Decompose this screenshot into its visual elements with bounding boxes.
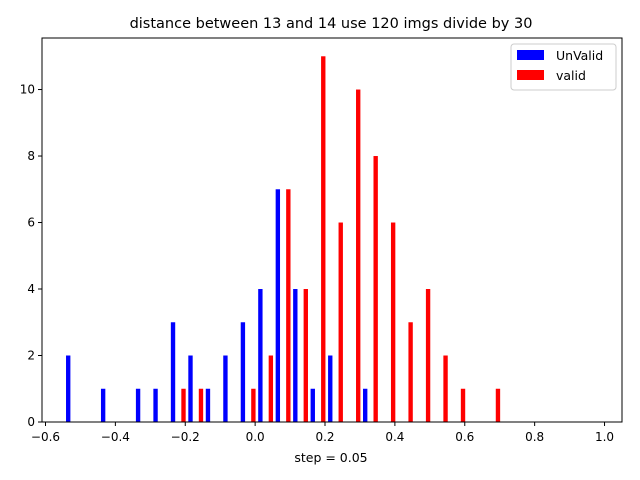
y-tick-label: 2: [27, 349, 35, 363]
legend: UnValid valid: [510, 43, 617, 91]
legend-swatch-valid: [517, 70, 544, 80]
x-tick-label: 0.4: [385, 430, 404, 444]
bar-valid-8: [356, 89, 361, 422]
bar-unvalid-0: [66, 355, 71, 422]
x-tick-label: 0.8: [525, 430, 544, 444]
bar-unvalid-11: [293, 289, 298, 422]
bar-unvalid-13: [328, 355, 333, 422]
axes-group: [41, 37, 623, 423]
x-tick-label: −0.4: [101, 430, 130, 444]
y-tick-label: 4: [27, 282, 35, 296]
bar-unvalid-8: [240, 322, 246, 422]
bar-valid-12: [425, 289, 431, 422]
chart-title: distance between 13 and 14 use 120 imgs …: [130, 16, 533, 32]
legend-swatch-unvalid: [517, 50, 544, 60]
bars-group: [66, 56, 501, 423]
x-tick-label: −0.6: [31, 430, 60, 444]
bar-unvalid-12: [310, 388, 315, 422]
legend-label-valid: valid: [556, 68, 586, 83]
bar-valid-6: [321, 56, 326, 423]
bar-unvalid-1: [100, 388, 106, 422]
x-tick-label: 1.0: [595, 430, 614, 444]
bar-valid-7: [338, 222, 343, 422]
bar-valid-13: [443, 355, 448, 422]
bar-valid-11: [408, 322, 413, 422]
bar-unvalid-14: [363, 388, 368, 422]
bar-valid-1: [198, 388, 204, 422]
bar-valid-10: [390, 222, 396, 422]
y-tick-label: 8: [27, 149, 35, 163]
bar-unvalid-6: [205, 388, 211, 422]
x-tick-label: 0.2: [315, 430, 334, 444]
bar-unvalid-4: [170, 322, 176, 422]
bar-valid-3: [268, 355, 274, 422]
x-tick-label: 0.0: [246, 430, 265, 444]
bar-valid-15: [495, 388, 501, 422]
x-tick-label: −0.2: [171, 430, 200, 444]
bar-unvalid-2: [135, 388, 141, 422]
y-tick-label: 10: [20, 83, 35, 97]
bar-valid-0: [181, 388, 186, 422]
bar-valid-9: [373, 156, 378, 422]
bar-unvalid-9: [258, 289, 263, 422]
bar-unvalid-3: [153, 388, 158, 422]
bar-valid-14: [460, 388, 466, 422]
bar-unvalid-7: [223, 355, 228, 422]
legend-label-unvalid: UnValid: [556, 48, 603, 63]
bar-unvalid-5: [188, 355, 193, 422]
plot-frame: [41, 37, 623, 423]
y-tick-label: 0: [27, 415, 35, 429]
bar-valid-4: [286, 189, 291, 422]
ticks-group: −0.6 −0.4 −0.2 0.0 0.2 0.4 0.6 0.8 1.0 0 2 4 6 8 10: [20, 83, 614, 444]
bar-valid-2: [251, 388, 256, 422]
x-tick-label: 0.6: [455, 430, 474, 444]
bar-valid-5: [303, 289, 308, 422]
bar-unvalid-10: [275, 189, 281, 422]
x-axis-label: step = 0.05: [294, 450, 367, 465]
y-tick-label: 6: [27, 216, 35, 230]
